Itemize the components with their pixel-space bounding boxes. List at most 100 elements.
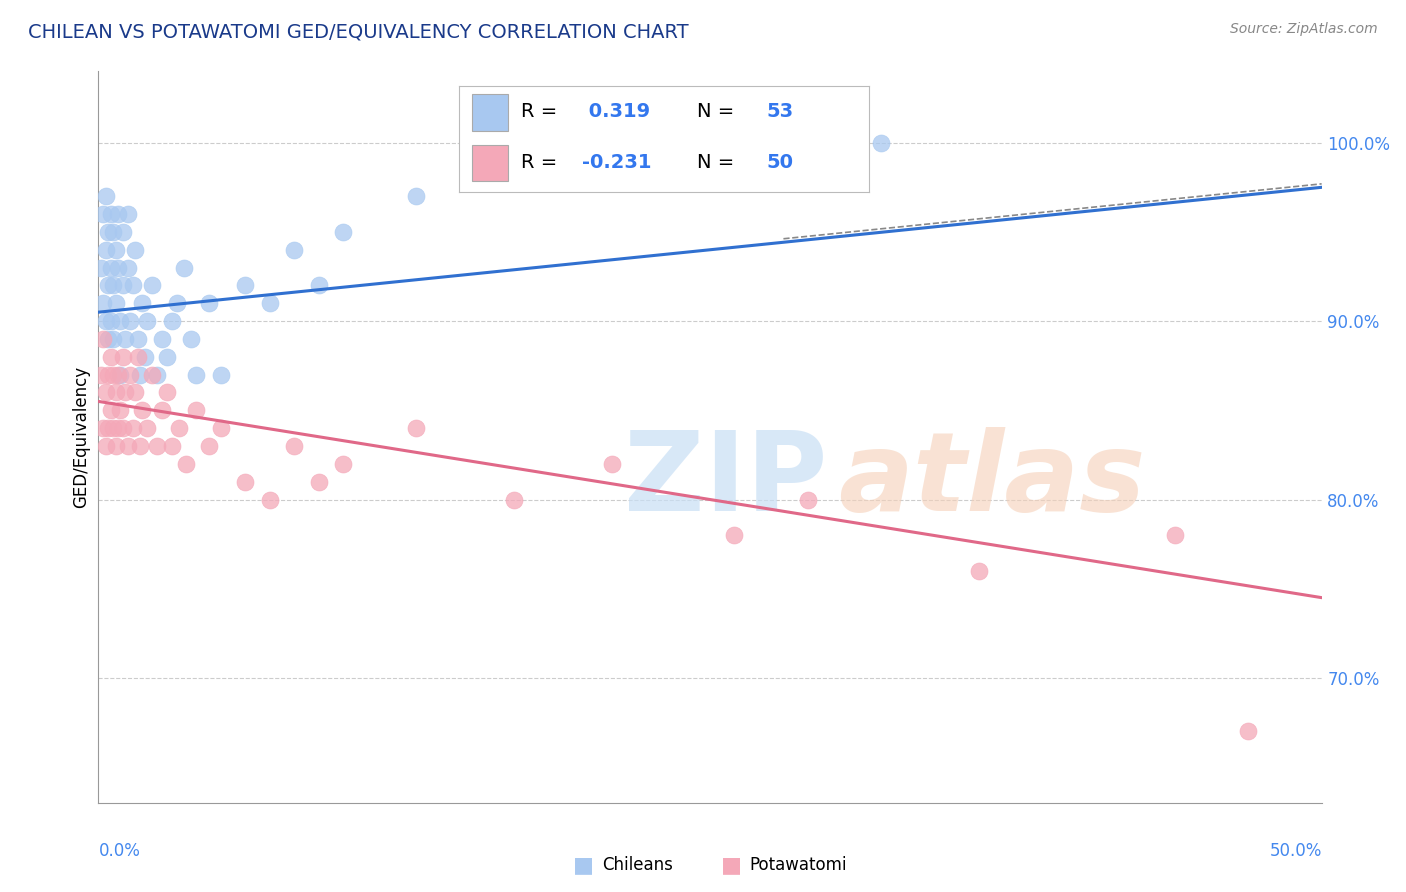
Point [100,403,122,417]
Point [134,350,156,364]
Text: CHILEAN VS POTAWATOMI GED/EQUIVALENCY CORRELATION CHART: CHILEAN VS POTAWATOMI GED/EQUIVALENCY CO… [28,22,689,41]
Point [166,296,188,310]
Point [90,260,112,275]
Point [120,314,142,328]
Point [90,368,112,382]
Point [332,457,354,471]
Point [136,314,159,328]
Point [233,475,256,489]
Point [94,439,117,453]
Point [100,207,122,221]
Bar [471,145,509,181]
Point [308,278,330,293]
Point [283,243,305,257]
Point [121,278,143,293]
Point [110,368,132,382]
Point [124,385,146,400]
Point [129,368,152,382]
Point [107,207,129,221]
Point [104,385,127,400]
Point [1237,724,1260,739]
Point [136,421,159,435]
Point [91,296,114,310]
Point [405,189,427,203]
Point [129,439,152,453]
Point [141,278,163,293]
Point [259,296,281,310]
Point [146,368,169,382]
Point [97,278,120,293]
Point [186,403,208,417]
Point [576,153,599,168]
Point [967,564,990,578]
Point [114,385,136,400]
Point [197,296,219,310]
Text: 53: 53 [766,102,794,121]
Point [111,350,134,364]
Point [131,403,153,417]
Point [107,260,129,275]
Point [91,332,114,346]
Point [186,368,208,382]
Point [141,368,163,382]
Point [117,207,139,221]
Point [197,439,219,453]
Text: Source: ZipAtlas.com: Source: ZipAtlas.com [1230,22,1378,37]
Point [111,225,134,239]
Point [91,207,114,221]
Point [797,492,820,507]
Point [121,421,143,435]
Point [209,421,232,435]
Point [167,421,190,435]
Text: R =: R = [520,153,564,172]
Point [209,368,232,382]
Text: 0.0%: 0.0% [98,842,141,860]
Point [101,332,124,346]
Point [94,385,117,400]
Point [107,368,129,382]
Point [870,136,893,150]
Text: N =: N = [697,102,741,121]
Point [405,421,427,435]
Point [233,278,256,293]
Point [308,475,330,489]
Point [94,189,117,203]
Point [117,439,139,453]
Point [94,243,117,257]
Text: -0.231: -0.231 [582,153,652,172]
Text: 50: 50 [766,153,793,172]
Point [111,278,134,293]
Point [97,332,120,346]
Point [104,439,127,453]
Text: ■: ■ [721,855,741,875]
Point [110,403,132,417]
Y-axis label: GED/Equivalency: GED/Equivalency [72,366,90,508]
Text: ZIP: ZIP [624,427,828,534]
Point [131,296,153,310]
Point [100,350,122,364]
Point [283,439,305,453]
Point [107,421,129,435]
Point [127,350,149,364]
Point [110,314,132,328]
Point [97,368,120,382]
Text: 50.0%: 50.0% [1270,842,1322,860]
Point [117,260,139,275]
Text: Chileans: Chileans [602,856,672,874]
Point [127,332,149,346]
Point [723,528,745,542]
Point [1164,528,1187,542]
Point [101,368,124,382]
Point [94,314,117,328]
Point [176,457,198,471]
Point [160,439,183,453]
Point [104,243,127,257]
Point [150,332,173,346]
Point [97,421,120,435]
Text: R =: R = [520,102,564,121]
Point [503,492,526,507]
Point [114,332,136,346]
Point [173,260,195,275]
Point [120,368,142,382]
Point [101,421,124,435]
